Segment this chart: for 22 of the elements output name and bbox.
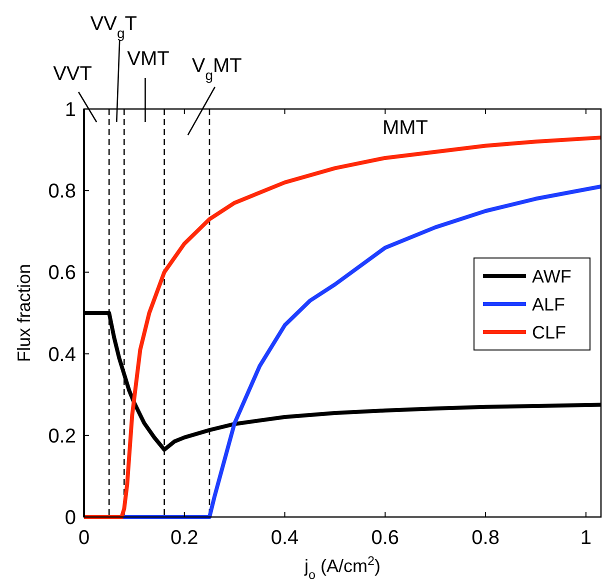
legend-label: ALF <box>532 294 566 314</box>
x-tick-label: 0.2 <box>170 527 198 549</box>
y-tick-label: 0 <box>64 507 76 529</box>
x-tick-label: 1 <box>580 527 592 549</box>
text: VMT <box>127 48 170 70</box>
text: VVT <box>53 63 92 85</box>
y-tick-label: 0.6 <box>48 262 76 284</box>
annotation: MMT <box>382 117 428 139</box>
legend-label: CLF <box>532 322 566 342</box>
x-tick-label: 0 <box>78 527 90 549</box>
x-tick-label: 0.6 <box>371 527 400 549</box>
x-tick-label: 0.8 <box>472 527 500 549</box>
y-tick-label: 0.2 <box>48 425 76 448</box>
y-axis-title: Flux fraction <box>14 264 34 362</box>
y-tick-label: 0.8 <box>48 180 76 203</box>
y-tick-label: 1 <box>64 99 76 121</box>
x-tick-label: 0.4 <box>270 527 299 549</box>
y-tick-label: 0.4 <box>48 344 76 366</box>
x-axis-title: j$_{o}$ (A/cm$^{2}$) <box>303 554 381 580</box>
legend-label: AWF <box>532 266 572 286</box>
text: V$_{g}$MT <box>192 55 242 83</box>
text: VV$_{g}$T <box>90 13 137 41</box>
